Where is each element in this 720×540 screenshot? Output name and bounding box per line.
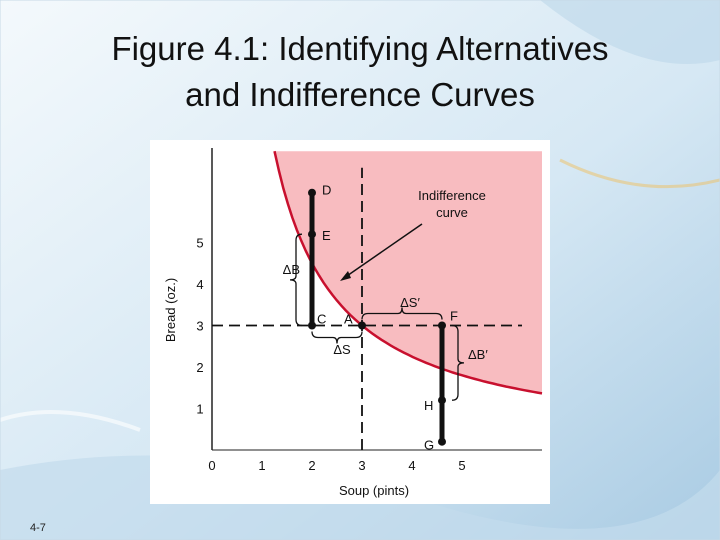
point-f-marker: [438, 321, 446, 330]
indifference-curve-line: [273, 150, 543, 395]
preferred-region: [274, 151, 542, 394]
y-tick-label-3: 3: [196, 319, 203, 334]
x-tick-label-4: 4: [408, 458, 415, 473]
indifference-curve-figure: ΔB ΔS ΔS′ ΔB′ Indifference curve Bread (…: [150, 140, 550, 504]
delta-b-brace: [289, 233, 303, 327]
y-tick-label-5: 5: [196, 236, 203, 251]
point-h-marker: [438, 396, 446, 405]
y-axis-label: Bread (oz.): [163, 278, 178, 342]
slide-title-line-1: Figure 4.1: Identifying Alternatives: [111, 30, 609, 67]
point-e-label: E: [322, 228, 331, 243]
point-g-marker: [438, 437, 446, 446]
delta-b-prime-brace: [451, 324, 465, 401]
point-h-label: H: [424, 398, 433, 413]
ticks-layer: 0 1 2 3 4 5 1 2 3 4 5: [196, 236, 465, 474]
delta-b-prime-label: ΔB′: [468, 347, 488, 362]
point-d-marker: [308, 188, 316, 197]
points-layer: D E C A F H G: [308, 183, 458, 453]
x-tick-label-0: 0: [208, 458, 215, 473]
y-tick-label-1: 1: [196, 402, 203, 417]
y-tick-label-4: 4: [196, 277, 203, 292]
point-g-label: G: [424, 438, 434, 453]
slide-title-line-2: and Indifference Curves: [185, 76, 535, 113]
point-a-marker: [358, 321, 366, 330]
point-c-label: C: [317, 312, 326, 327]
point-a-label: A: [344, 312, 353, 327]
curve-label-line-2: curve: [436, 205, 468, 220]
delta-b-label: ΔB: [283, 262, 300, 277]
point-e-marker: [308, 230, 316, 239]
point-d-label: D: [322, 183, 331, 198]
point-f-label: F: [450, 309, 458, 324]
x-tick-label-1: 1: [258, 458, 265, 473]
x-axis-label: Soup (pints): [339, 483, 409, 498]
curve-label-arrowhead: [340, 271, 351, 281]
point-c-marker: [308, 321, 316, 330]
x-tick-label-2: 2: [308, 458, 315, 473]
page-number: 4-7: [30, 522, 46, 534]
curve-label-line-1: Indifference: [418, 188, 486, 203]
delta-s-prime-brace: [361, 307, 443, 320]
slide-title: Figure 4.1: Identifying Alternatives and…: [0, 26, 720, 118]
delta-s-prime-label: ΔS′: [400, 295, 420, 310]
delta-s-label: ΔS: [333, 342, 351, 357]
y-tick-label-2: 2: [196, 360, 203, 375]
delta-s-brace: [311, 331, 363, 344]
x-tick-label-5: 5: [458, 458, 465, 473]
x-tick-label-3: 3: [358, 458, 365, 473]
curve-label-arrow: [343, 223, 423, 279]
